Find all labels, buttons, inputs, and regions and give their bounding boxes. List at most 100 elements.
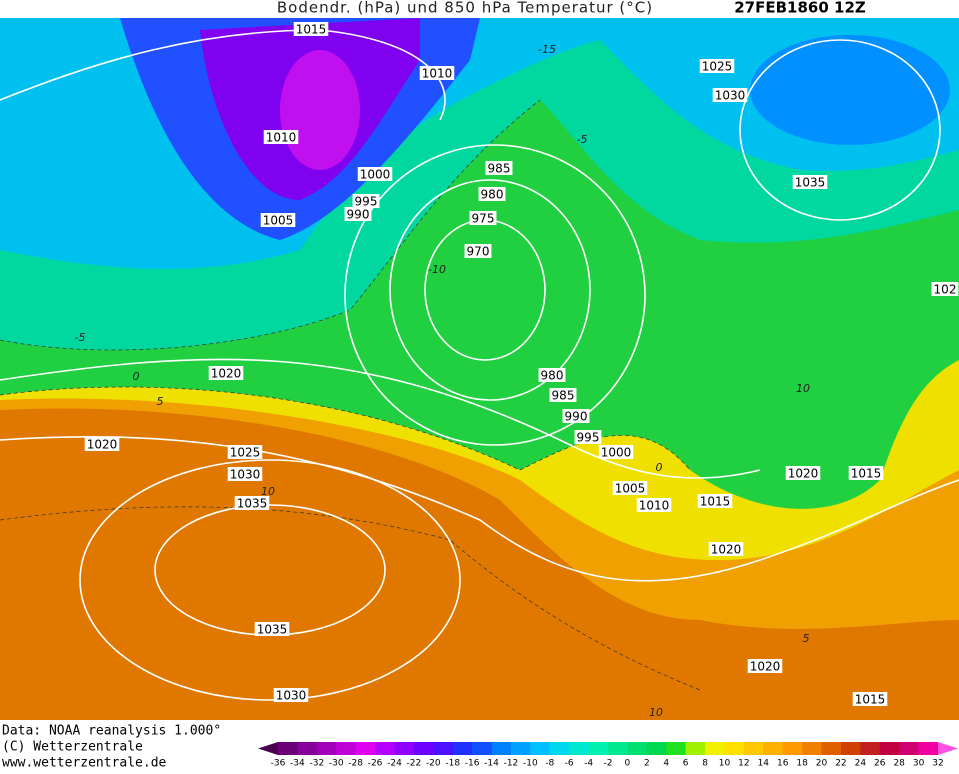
isobar-label: 1030: [227, 467, 263, 482]
isobar-label: 1015: [293, 22, 329, 37]
colorbar-tick-label: -24: [387, 759, 402, 769]
isobar-label: 970: [464, 244, 492, 259]
colorbar-tick-label: 20: [816, 759, 828, 769]
label-box: [227, 467, 263, 481]
isobar-value: 1035: [257, 623, 288, 637]
label-box: [478, 187, 506, 201]
isobar-value: 1020: [788, 467, 819, 481]
colorbar-tick-label: 2: [644, 759, 650, 769]
isobar-label: 1035: [254, 622, 290, 637]
isobar-value: 980: [541, 369, 564, 383]
isobar-label: 1005: [260, 213, 296, 228]
colorbar-tick-label: 22: [835, 759, 846, 769]
colorbar-tick-label: -2: [604, 759, 613, 769]
map-date: 27FEB1860 12Z: [734, 0, 866, 17]
isobar-label: 990: [344, 207, 372, 222]
colorbar-tick-label: 24: [855, 759, 867, 769]
isotherm: [0, 506, 701, 691]
isobar-value: 1020: [750, 660, 781, 674]
colorbar-tick-label: 14: [758, 759, 770, 769]
isobar-label: 980: [478, 187, 506, 202]
colorbar-arrow: [938, 742, 958, 755]
colorbar-tick-label: -18: [445, 759, 460, 769]
colorbar-swatch: [821, 742, 842, 755]
isobar-value: 1015: [296, 23, 327, 37]
isotherm-label: -10: [428, 263, 446, 276]
colorbar-swatch: [472, 742, 493, 755]
isobar-value: 1015: [851, 467, 882, 481]
colorbar-tick-label: 26: [874, 759, 886, 769]
temp-field: [750, 35, 950, 145]
isobar-value: 995: [577, 431, 600, 445]
colorbar-tick-label: 12: [738, 759, 749, 769]
colorbar-swatch: [705, 742, 725, 755]
colorbar-tick-label: -6: [565, 759, 574, 769]
isobar-value: 1010: [639, 499, 670, 513]
colorbar-tick-label: -10: [523, 759, 538, 769]
label-box: [931, 282, 959, 296]
label-box: [549, 388, 577, 402]
label-box: [254, 622, 290, 636]
colorbar-swatch: [491, 742, 512, 755]
temp-field: [280, 50, 360, 170]
isobar: [739, 39, 941, 221]
label-box: [263, 130, 299, 144]
colorbar-swatch: [646, 742, 667, 755]
isobar-label: 1000: [598, 445, 634, 460]
data-source: Data: NOAA reanalysis 1.000°: [2, 724, 221, 739]
isotherm-label: -5: [577, 133, 588, 146]
colorbar-swatch: [666, 742, 687, 755]
colorbar-tick-label: -36: [271, 759, 286, 769]
isobar-value: 1035: [795, 176, 826, 190]
isobar-value: 1020: [711, 543, 742, 557]
colorbar-tick-label: -26: [368, 759, 383, 769]
isobar-label: 975: [469, 211, 497, 226]
isobar-value: 1010: [266, 131, 297, 145]
map-area: 1015101010101000995990100598598097597010…: [0, 18, 959, 720]
colorbar-tick-label: -20: [426, 759, 441, 769]
label-box: [612, 481, 648, 495]
colorbar-swatch: [918, 742, 939, 755]
label-box: [852, 692, 888, 706]
isobar-value: 1000: [601, 446, 632, 460]
isotherm-label: 0: [133, 370, 140, 383]
isobar-value: 1020: [211, 367, 242, 381]
colorbar-tick-label: -32: [309, 759, 324, 769]
label-box: [293, 22, 329, 36]
colorbar-tick-label: -22: [407, 759, 422, 769]
colorbar-tick-label: 4: [663, 759, 669, 769]
label-box: [792, 175, 828, 189]
isobar-label: 1035: [792, 175, 828, 190]
isobar-label: 1015: [852, 692, 888, 707]
colorbar-tick-label: -4: [584, 759, 593, 769]
colorbar-tick-label: 16: [777, 759, 789, 769]
colorbar-swatch: [510, 742, 531, 755]
isobar-label: 1025: [699, 59, 735, 74]
isobar-label: 1025: [227, 445, 263, 460]
colorbar-swatch: [685, 742, 706, 755]
colorbar-swatch: [627, 742, 648, 755]
isobar-value: 990: [347, 208, 370, 222]
isotherm: [0, 386, 691, 471]
colorbar-tick-label: -30: [329, 759, 344, 769]
isobar-label: 1030: [273, 688, 309, 703]
colorbar-swatch: [782, 742, 803, 755]
isobar-value: 1030: [230, 468, 261, 482]
label-box: [227, 445, 263, 459]
colorbar-swatch: [549, 742, 570, 755]
isobar-value: 1000: [360, 168, 391, 182]
isobar-label: 1010: [636, 498, 672, 513]
label-box: [574, 430, 602, 444]
isobar-label: 1020: [208, 366, 244, 381]
colorbar-swatch: [433, 742, 454, 755]
colorbar-tick-label: 0: [625, 759, 631, 769]
colorbar-swatch: [297, 742, 318, 755]
isobar-value: 990: [565, 410, 588, 424]
label-box: [562, 409, 590, 423]
isobar-label: 1005: [612, 481, 648, 496]
isobar-label: 1010: [419, 66, 455, 81]
colorbar-swatch: [569, 742, 590, 755]
copyright: (C) Wetterzentrale: [2, 740, 143, 755]
colorbar-tick-label: -16: [465, 759, 480, 769]
